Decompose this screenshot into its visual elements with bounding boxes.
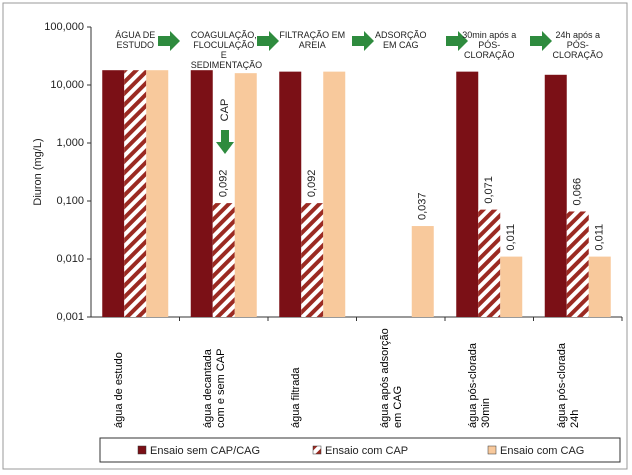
y-tick-label: 100,000 (44, 21, 84, 33)
step-label: ÁGUA DE ESTUDO (115, 30, 156, 50)
value-label: 0,011 (505, 224, 517, 251)
step-label: 30min após a PÓS-CLORAÇÃO (462, 30, 517, 60)
bar (500, 256, 523, 317)
bar (301, 203, 324, 317)
bar (212, 203, 235, 317)
value-label: 0,071 (483, 176, 495, 204)
bar (323, 71, 346, 317)
x-tick-label: água decantada com e sem CAP (201, 348, 227, 428)
y-tick-label: 0,001 (56, 311, 84, 323)
x-tick-label: água após adsorção em CAG (378, 328, 404, 428)
step-label: 24h após a PÓS-CLORAÇÃO (552, 30, 603, 60)
legend-label: Ensaio sem CAP/CAG (150, 445, 260, 457)
x-tick-label: água filtrada (290, 367, 303, 428)
bar (544, 74, 567, 317)
bar (146, 70, 169, 318)
value-label: 0,092 (306, 170, 318, 198)
step-label: FILTRAÇÃO EM AREIA (279, 30, 346, 50)
y-tick-label: 10,000 (50, 79, 84, 91)
legend-swatch (137, 445, 147, 455)
x-tick-label: água de estudo (113, 352, 126, 428)
bar (190, 70, 213, 318)
cap-label: CAP (219, 99, 231, 122)
x-tick-label: água pós-clorada 24h (555, 342, 581, 428)
value-label: 0,092 (218, 170, 230, 198)
step-label: COAGULAÇÃO, FLOCULAÇÃO E SEDIMENTAÇÃO (190, 30, 263, 70)
arrows (158, 31, 552, 154)
value-label: 0,011 (594, 224, 606, 251)
legend-swatch (312, 445, 322, 455)
x-tick-label: água pós-clorada 30min (467, 342, 493, 428)
bar (124, 70, 147, 318)
bar (456, 71, 479, 317)
y-tick-label: 0,010 (56, 253, 84, 265)
legend-box (99, 437, 621, 463)
value-label: 0,037 (417, 193, 429, 221)
bar (102, 70, 125, 318)
legend-label: Ensaio com CAG (500, 445, 584, 457)
bar (411, 226, 434, 317)
y-axis-label: Diuron (mg/L) (32, 138, 44, 205)
step-label: ADSORÇÃO EM CAG (374, 30, 427, 50)
bar (279, 71, 302, 317)
bar (588, 256, 611, 317)
bar (566, 211, 589, 317)
legend-swatch (487, 445, 497, 455)
y-tick-label: 1,000 (56, 137, 84, 149)
y-tick-label: 0,100 (56, 195, 84, 207)
value-label: 0,066 (572, 178, 584, 206)
bar (478, 209, 501, 317)
frame (2, 2, 628, 470)
bar (234, 73, 257, 317)
legend-label: Ensaio com CAP (325, 445, 408, 457)
